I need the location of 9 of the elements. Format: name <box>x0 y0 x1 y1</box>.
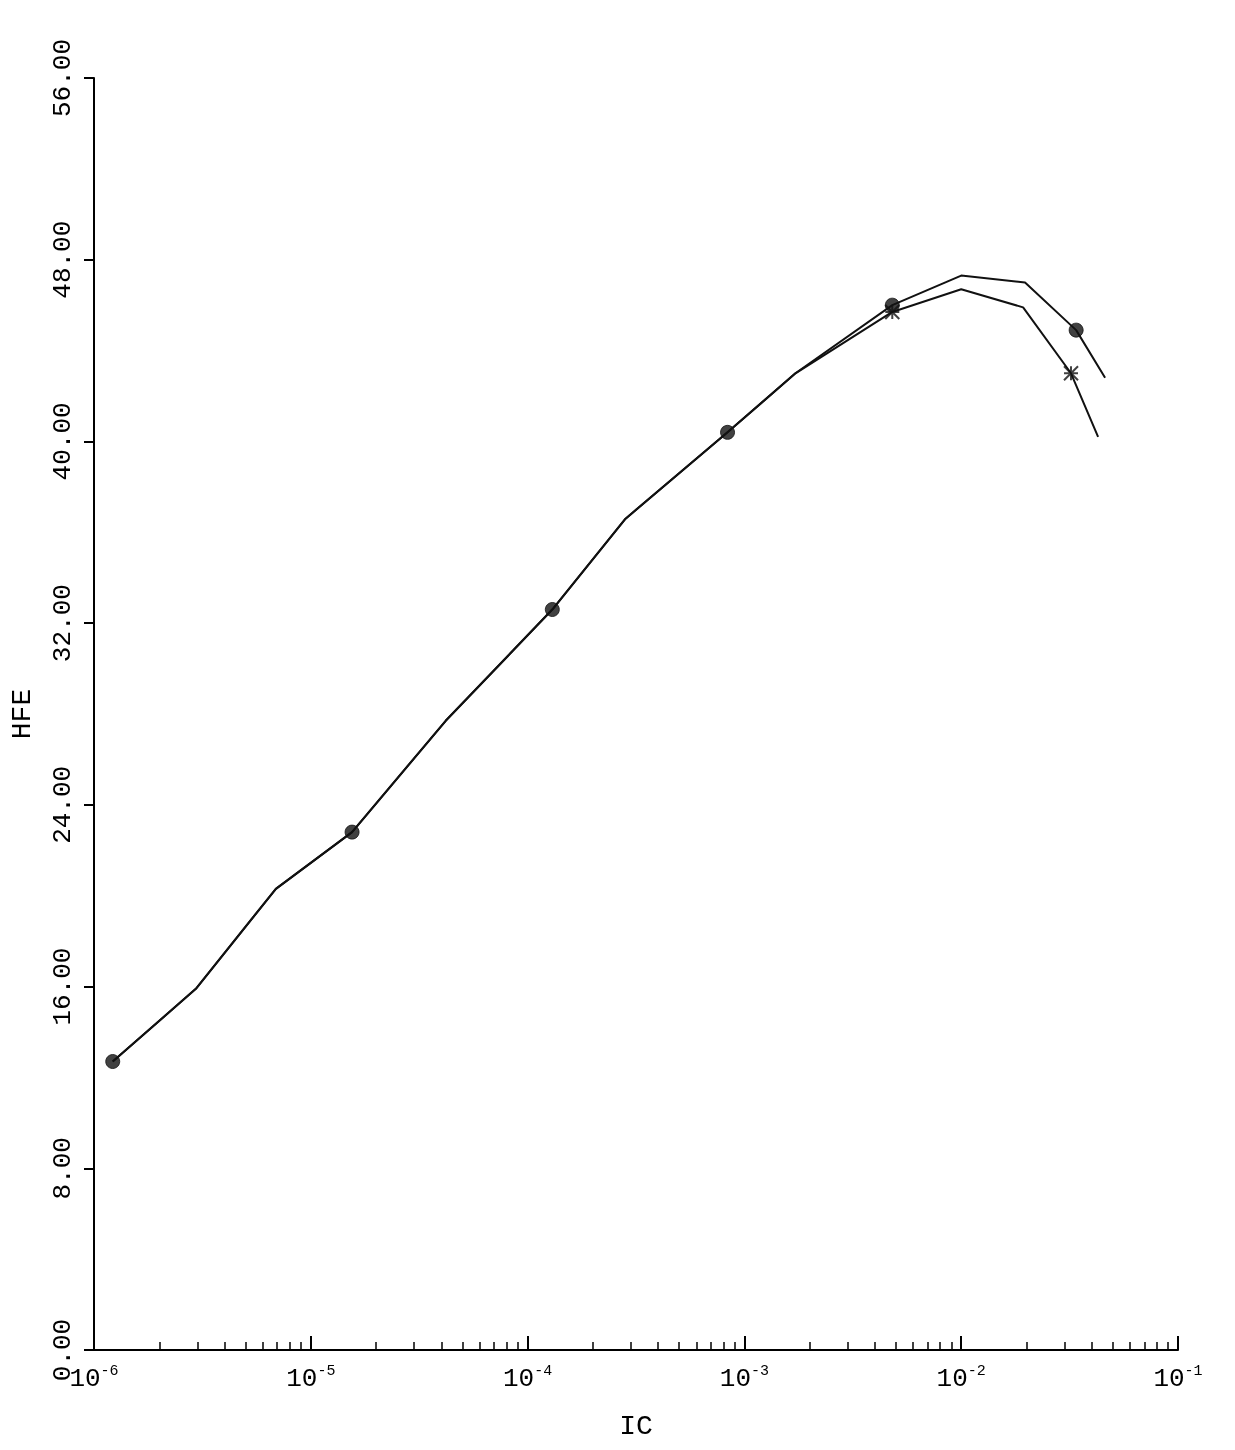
y-tick-label: 8.00 <box>48 1137 78 1200</box>
x-axis-title: IC <box>619 1410 653 1442</box>
y-axis-title: HFE <box>6 688 38 740</box>
y-tick-label: 48.00 <box>48 220 78 299</box>
y-tick-label: 40.00 <box>48 402 78 481</box>
y-tick-label: 16.00 <box>48 947 78 1026</box>
y-tick-label: 24.00 <box>48 765 78 844</box>
y-tick-label: 56.00 <box>48 38 78 118</box>
y-tick-label: 32.00 <box>48 584 78 663</box>
